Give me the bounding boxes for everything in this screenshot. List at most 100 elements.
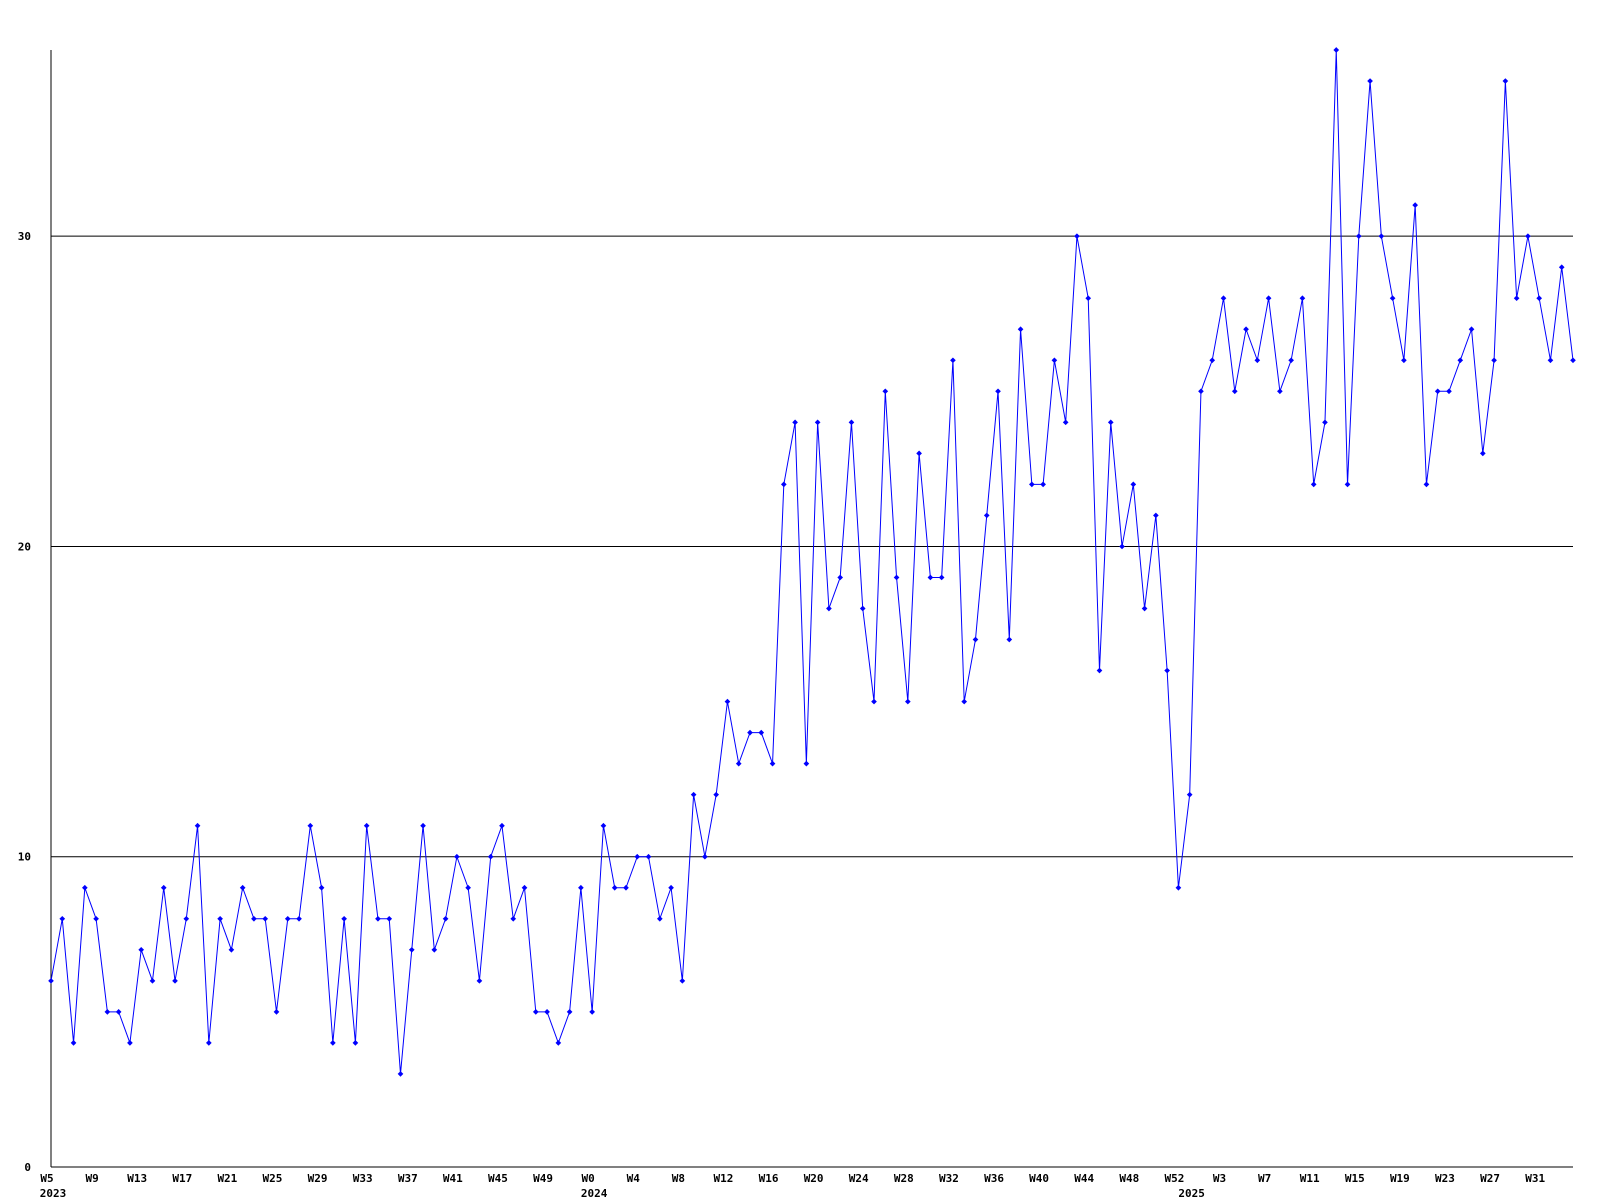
data-point [70, 1040, 77, 1046]
data-point [194, 822, 201, 829]
data-point [758, 729, 765, 736]
data-point [1558, 264, 1565, 271]
y-tick-label: 20 [18, 540, 31, 553]
x-tick-label: W45 [488, 1172, 508, 1185]
data-point [93, 915, 99, 922]
data-point [1175, 884, 1182, 891]
data-point [814, 419, 821, 426]
x-tick-label: W33 [353, 1172, 373, 1185]
data-point [1254, 357, 1261, 364]
data-point [1085, 295, 1092, 302]
data-point [566, 1009, 573, 1015]
data-point [239, 884, 246, 891]
data-point [950, 357, 956, 364]
data-point [1006, 636, 1013, 643]
data-point [465, 884, 471, 891]
data-point [1107, 419, 1114, 426]
data-point [882, 388, 889, 395]
data-point [1265, 295, 1272, 302]
data-point [1288, 357, 1294, 364]
data-point [1367, 78, 1373, 84]
x-group-label: 2024 [581, 1187, 608, 1200]
data-point [206, 1040, 212, 1046]
data-point [690, 791, 697, 798]
x-tick-label: W24 [849, 1172, 869, 1185]
x-tick-label: W3 [1213, 1172, 1226, 1185]
data-point [273, 1009, 280, 1015]
data-point [1468, 326, 1475, 333]
data-point [1096, 667, 1103, 674]
data-point [262, 915, 269, 922]
data-point [837, 574, 844, 581]
data-point [555, 1040, 562, 1046]
data-point [735, 760, 742, 767]
data-point [1434, 388, 1441, 395]
data-point [1051, 357, 1058, 364]
data-point [1333, 47, 1340, 53]
data-point [341, 915, 347, 922]
x-group-label: 2023 [40, 1187, 67, 1200]
data-point [1355, 233, 1362, 239]
data-point [138, 946, 145, 953]
x-tick-label: W32 [939, 1172, 959, 1185]
data-point [307, 822, 314, 829]
data-point [127, 1040, 133, 1046]
data-point [1119, 543, 1125, 550]
data-point [1141, 605, 1148, 612]
x-tick-label: W9 [85, 1172, 98, 1185]
data-point [1074, 233, 1080, 239]
data-point [1344, 481, 1351, 488]
data-point [420, 822, 426, 829]
x-tick-label: W12 [714, 1172, 734, 1185]
data-point [1479, 450, 1486, 457]
data-point [318, 884, 325, 891]
data-point [1029, 481, 1035, 488]
data-point [228, 946, 235, 953]
x-tick-label: W13 [127, 1172, 147, 1185]
data-point [589, 1009, 595, 1015]
y-tick-label: 30 [18, 230, 31, 243]
data-point [352, 1040, 359, 1046]
x-tick-label: W52 [1164, 1172, 1184, 1185]
x-tick-label: W5 [40, 1172, 53, 1185]
data-point [217, 915, 223, 922]
data-point [893, 574, 900, 581]
data-point [408, 946, 415, 953]
x-tick-label: W28 [894, 1172, 914, 1185]
data-point [747, 729, 753, 736]
data-point [972, 636, 979, 643]
data-point [363, 822, 370, 829]
data-point [1299, 295, 1306, 302]
x-tick-label: W29 [308, 1172, 328, 1185]
data-point [1389, 295, 1396, 302]
x-tick-label: W23 [1435, 1172, 1455, 1185]
x-tick-label: W8 [672, 1172, 685, 1185]
data-point [702, 853, 708, 860]
data-point [995, 388, 1001, 395]
data-point [1525, 233, 1531, 239]
x-tick-label: W0 [582, 1172, 595, 1185]
data-point [375, 915, 381, 922]
data-point [656, 915, 663, 922]
data-point [938, 574, 945, 581]
data-point [1277, 388, 1283, 395]
data-point [521, 884, 528, 891]
data-point [859, 605, 866, 612]
data-point [160, 884, 167, 891]
x-tick-label: W36 [984, 1172, 1004, 1185]
data-point [172, 978, 178, 984]
x-tick-label: W37 [398, 1172, 418, 1185]
data-point [792, 419, 798, 426]
data-point [1231, 388, 1238, 395]
data-point [611, 884, 618, 891]
data-point [1164, 667, 1170, 674]
data-point [826, 605, 832, 612]
y-tick-label: 10 [18, 851, 31, 864]
data-point [1536, 295, 1543, 302]
data-point [510, 915, 517, 922]
data-point [442, 915, 449, 922]
data-point [634, 853, 641, 860]
data-point [1491, 357, 1497, 364]
data-point [871, 698, 877, 705]
